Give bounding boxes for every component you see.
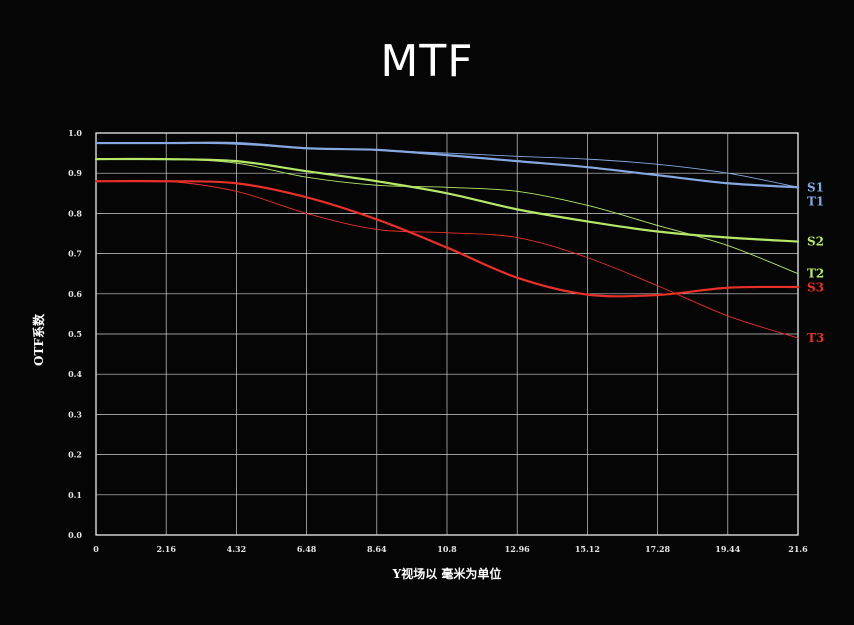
series-label-s2: S2: [807, 235, 824, 249]
x-tick-label: 15.12: [575, 544, 600, 554]
x-tick-label: 4.32: [227, 544, 246, 554]
grid-lines: [95, 132, 799, 536]
series-label-s1: S1: [807, 180, 824, 194]
y-tick-label: 0.0: [68, 530, 82, 540]
y-tick-label: 0.4: [68, 369, 82, 379]
y-tick-label: 0.8: [68, 208, 82, 218]
y-tick-label: 0.3: [68, 409, 82, 419]
y-tick-label: 0.7: [68, 249, 82, 259]
x-tick-label: 8.64: [367, 544, 387, 554]
x-tick-label: 21.6: [788, 544, 808, 554]
series-label-t2: T2: [807, 267, 824, 281]
series-line-t2: [95, 158, 799, 275]
y-tick-label: 0.2: [68, 450, 82, 460]
x-tick-label: 0: [93, 544, 99, 554]
series-line-s1: [94, 141, 800, 189]
x-tick-label: 19.44: [715, 544, 740, 554]
x-tick-label: 17.28: [645, 544, 670, 554]
y-tick-label: 0.6: [68, 289, 82, 299]
chart-title: MTF: [380, 36, 474, 87]
x-tick-label: 10.8: [437, 544, 457, 554]
x-axis-label: Y视场以 毫米为单位: [392, 567, 502, 581]
y-tick-label: 0.1: [68, 490, 82, 500]
x-tick-label: 2.16: [156, 544, 176, 554]
series-label-t3: T3: [807, 331, 824, 345]
series-label-t1: T1: [807, 194, 824, 208]
x-tick-label: 12.96: [505, 544, 530, 554]
series-line-t3: [95, 180, 799, 339]
series-lines: [94, 141, 800, 339]
y-tick-label: 1.0: [68, 128, 82, 138]
series-label-s3: S3: [807, 281, 824, 295]
y-tick-label: 0.5: [68, 329, 82, 339]
series-line-s3: [94, 179, 800, 298]
tick-labels: 0 2.16 4.32 6.48 8.64 10.8 12.96 15.12 17.28 19.4…: [68, 128, 808, 554]
y-tick-label: 0.9: [68, 168, 82, 178]
x-tick-label: 6.48: [297, 544, 317, 554]
series-line-s2: [94, 157, 800, 243]
